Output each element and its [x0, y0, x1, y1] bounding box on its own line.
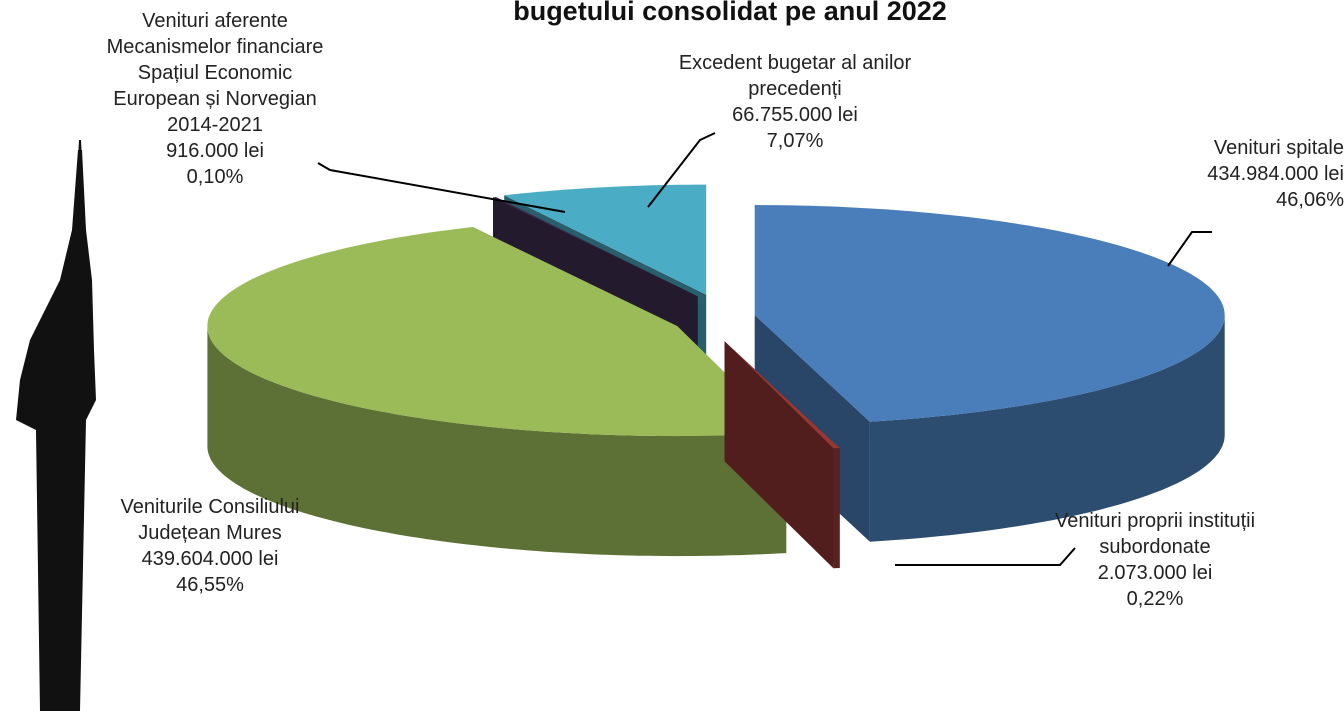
label-category: Excedent bugetar al anilor precedenți — [678, 52, 912, 100]
label-percent: 46,55% — [176, 574, 244, 596]
slice-wall — [833, 448, 840, 569]
label-amount: 439.604.000 lei — [141, 548, 279, 570]
label-amount: 66.755.000 lei — [732, 104, 858, 126]
slice — [207, 227, 787, 437]
data-label: Venituri spitale 434.984.000 lei 46,06% — [1160, 135, 1344, 213]
data-label: Venituri proprii instituții subordonate 2… — [1030, 508, 1280, 612]
data-label: Excedent bugetar al anilor precedenți 66.… — [670, 50, 920, 154]
slice — [724, 341, 840, 449]
label-amount: 916.000 lei — [166, 140, 264, 162]
slice — [754, 205, 1225, 422]
data-label: Venituri aferente Mecanismelor financiar… — [100, 8, 330, 190]
slice-wall — [207, 327, 787, 557]
label-category: Venituri spitale — [1213, 137, 1344, 159]
pie — [207, 184, 1225, 569]
label-percent: 0,10% — [186, 166, 244, 188]
label-percent: 46,06% — [1276, 189, 1344, 211]
leader-lines — [317, 132, 1212, 566]
label-amount: 434.984.000 lei — [1207, 163, 1344, 185]
slice-wall — [869, 315, 1225, 542]
label-category: Veniturile Consiliului Județean Mures — [120, 496, 300, 544]
label-percent: 0,22% — [1126, 588, 1184, 610]
tower-decoration — [16, 140, 96, 711]
slice-side — [724, 341, 834, 569]
slice — [504, 184, 707, 295]
chart-title: bugetului consolidat pe anul 2022 — [513, 0, 947, 26]
slice — [493, 197, 698, 297]
label-category: Venituri proprii instituții subordonate — [1054, 510, 1256, 558]
label-amount: 2.073.000 lei — [1097, 562, 1213, 584]
data-label: Veniturile Consiliului Județean Mures 439… — [90, 494, 330, 598]
label-category: Venituri aferente Mecanismelor financiar… — [106, 10, 324, 136]
label-percent: 7,07% — [766, 130, 824, 152]
